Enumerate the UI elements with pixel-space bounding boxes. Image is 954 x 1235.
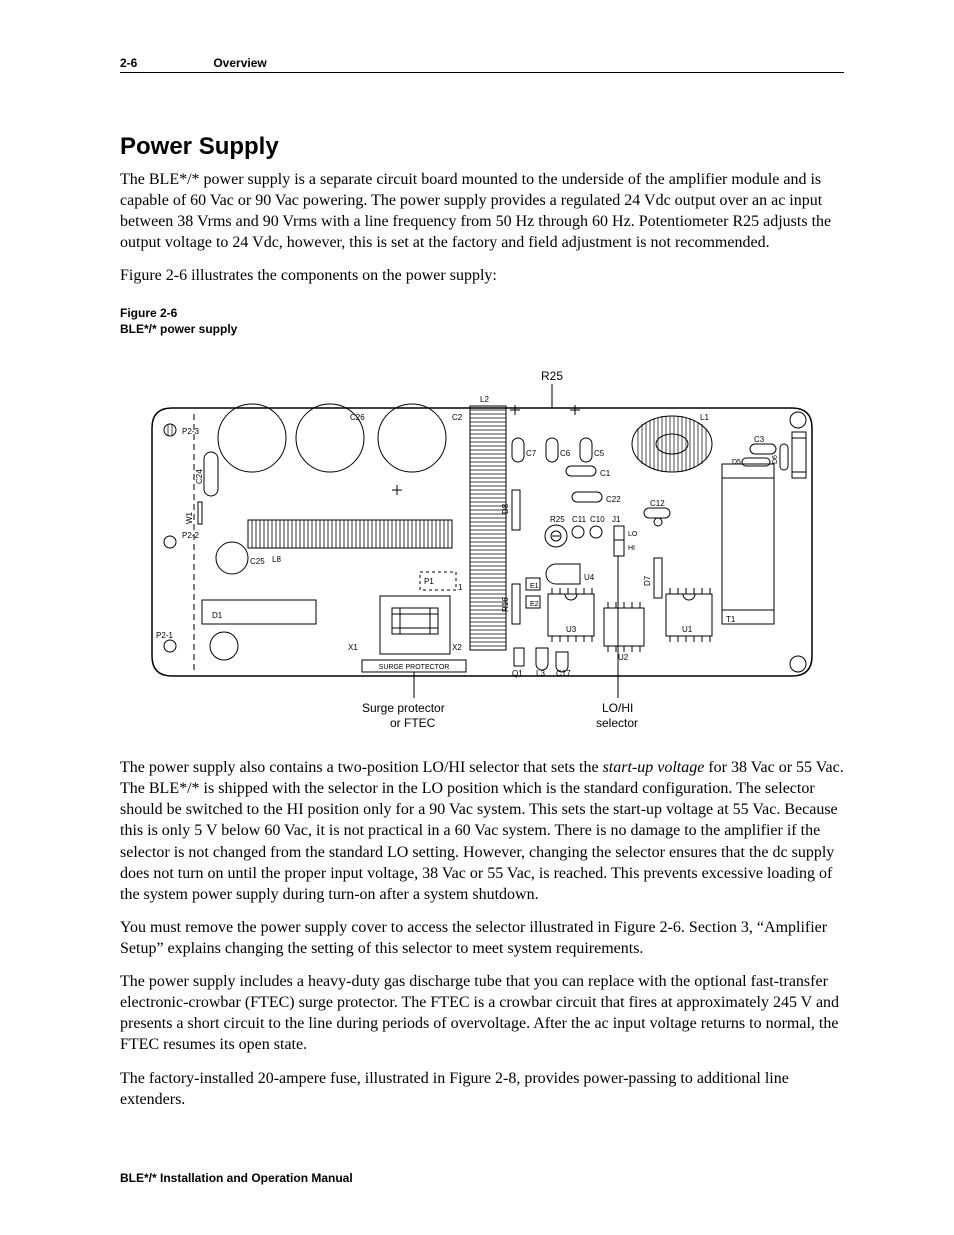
lbl-u3: U3 [566,625,577,634]
lbl-c17: C17 [556,669,571,678]
lbl-c10: C10 [590,515,605,524]
lbl-c7: C7 [526,449,537,458]
lbl-x2: X2 [452,643,462,652]
lbl-r16: R16 [501,597,510,612]
lbl-c12: C12 [650,499,665,508]
lbl-d7: D7 [643,575,652,586]
lbl-c24: C24 [195,469,204,484]
lbl-u1: U1 [682,625,693,634]
lbl-l8: L8 [272,555,281,564]
lbl-p2-1: P2-1 [156,631,173,640]
page-footer: BLE*/* Installation and Operation Manual [120,1171,353,1185]
lbl-d1: D1 [212,611,223,620]
lbl-c2: C2 [452,413,463,422]
lbl-d5: D5 [732,459,741,466]
lbl-c1: C1 [600,469,611,478]
paragraph-5: The power supply includes a heavy-duty g… [120,971,844,1055]
power-supply-diagram: R25 P2-3 P2-2 P2-1 C26 [142,368,844,743]
paragraph-1: The BLE*/* power supply is a separate ci… [120,169,844,253]
lbl-c25: C25 [250,557,265,566]
lbl-u4: U4 [584,573,595,582]
paragraph-6: The factory-installed 20-ampere fuse, il… [120,1068,844,1110]
lbl-p1: P1 [424,577,434,586]
lbl-e2: E2 [530,601,539,608]
lbl-l2: L2 [480,395,489,404]
lbl-u2: U2 [618,653,629,662]
callout-lohi-1: LO/HI [602,701,633,715]
lbl-c5: C5 [594,449,605,458]
lbl-l1: L1 [700,413,709,422]
lbl-c3: C3 [754,435,765,444]
lbl-d6: D6 [772,455,779,464]
lbl-q1: Q1 [512,669,523,678]
lbl-c26: C26 [350,413,365,422]
figure-number: Figure 2-6 [120,306,177,320]
section-name: Overview [213,56,266,70]
callout-lohi-2: selector [596,716,638,730]
callout-surge-2: or FTEC [390,716,436,730]
lbl-surge: SURGE PROTECTOR [379,664,450,671]
callout-surge-1: Surge protector [362,701,445,715]
lbl-x1: X1 [348,643,358,652]
lbl-r25: R25 [550,515,565,524]
lbl-c6: C6 [560,449,571,458]
lbl-c22: C22 [606,495,621,504]
lbl-j1: J1 [612,515,621,524]
page-number: 2-6 [120,56,210,70]
paragraph-3: The power supply also contains a two-pos… [120,757,844,905]
lbl-w1: W1 [185,512,194,525]
callout-r25: R25 [541,369,563,383]
figure-title: BLE*/* power supply [120,322,237,336]
lbl-p2-2: P2-2 [182,531,199,540]
paragraph-4: You must remove the power supply cover t… [120,917,844,959]
lbl-one: 1 [458,583,463,592]
lbl-c11: C11 [572,515,587,524]
lbl-t1: T1 [726,615,736,624]
paragraph-2: Figure 2-6 illustrates the components on… [120,265,844,286]
page-header: 2-6 Overview [120,56,844,73]
lbl-p2-3: P2-3 [182,427,199,436]
figure-caption: Figure 2-6 BLE*/* power supply [120,305,844,339]
lbl-lo: LO [628,531,638,538]
lbl-d8: D8 [501,503,510,514]
lbl-l3: L3 [536,669,545,678]
lbl-e1: E1 [530,583,539,590]
page-title: Power Supply [120,133,844,161]
lbl-hi: HI [628,545,635,552]
